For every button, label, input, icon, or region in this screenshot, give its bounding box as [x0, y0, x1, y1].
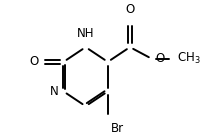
Text: NH: NH: [77, 27, 94, 40]
Text: N: N: [50, 85, 59, 98]
Text: O: O: [29, 55, 38, 68]
Text: O: O: [125, 3, 135, 16]
Text: CH$_3$: CH$_3$: [177, 51, 201, 67]
Text: Br: Br: [111, 122, 124, 135]
Text: O: O: [155, 52, 164, 65]
